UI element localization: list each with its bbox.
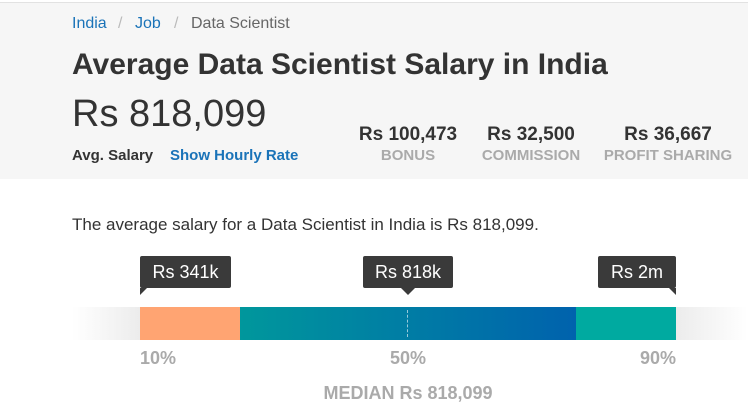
tooltip-arrow [401, 288, 415, 295]
breadcrumb-link[interactable]: Job [135, 15, 161, 32]
tooltip-arrow [140, 288, 147, 295]
bar-segment [576, 307, 676, 340]
separator: / [174, 15, 179, 32]
stat-label: BONUS [380, 147, 436, 164]
bar-segment [140, 307, 240, 340]
percentile-label: 10% [139, 348, 177, 368]
tooltip: Rs 341k [140, 256, 231, 288]
stat-value: Rs 100,473 [358, 124, 458, 145]
breadcrumb-current: Data Scientist [191, 15, 290, 32]
breadcrumb-link[interactable]: India [72, 15, 107, 32]
stat-label: PROFIT SHARING [603, 147, 733, 164]
percentile-label: 50% [389, 348, 427, 368]
stat-value: Rs 36,667 [624, 124, 712, 145]
bar-segment [240, 307, 576, 340]
hourly-link[interactable]: Show Hourly Rate [170, 147, 299, 164]
stat-label: COMMISSION [481, 147, 581, 164]
tooltip: Rs 2m [598, 256, 676, 288]
tooltip: Rs 818k [363, 256, 453, 288]
median: MEDIAN Rs 818,099 [323, 383, 493, 403]
header [0, 2, 748, 179]
median-line [407, 310, 408, 337]
description: The average salary for a Data Scientist … [72, 215, 539, 234]
bar-fade [72, 307, 140, 340]
percentile-label: 90% [639, 348, 677, 368]
title: Average Data Scientist Salary in India [72, 48, 608, 81]
salary: Rs 818,099 [72, 93, 267, 135]
salary-label: Avg. Salary [72, 147, 154, 164]
separator: / [118, 15, 123, 32]
stat-value: Rs 32,500 [487, 124, 575, 145]
bar-fade [676, 307, 748, 340]
tooltip-arrow [669, 288, 676, 295]
